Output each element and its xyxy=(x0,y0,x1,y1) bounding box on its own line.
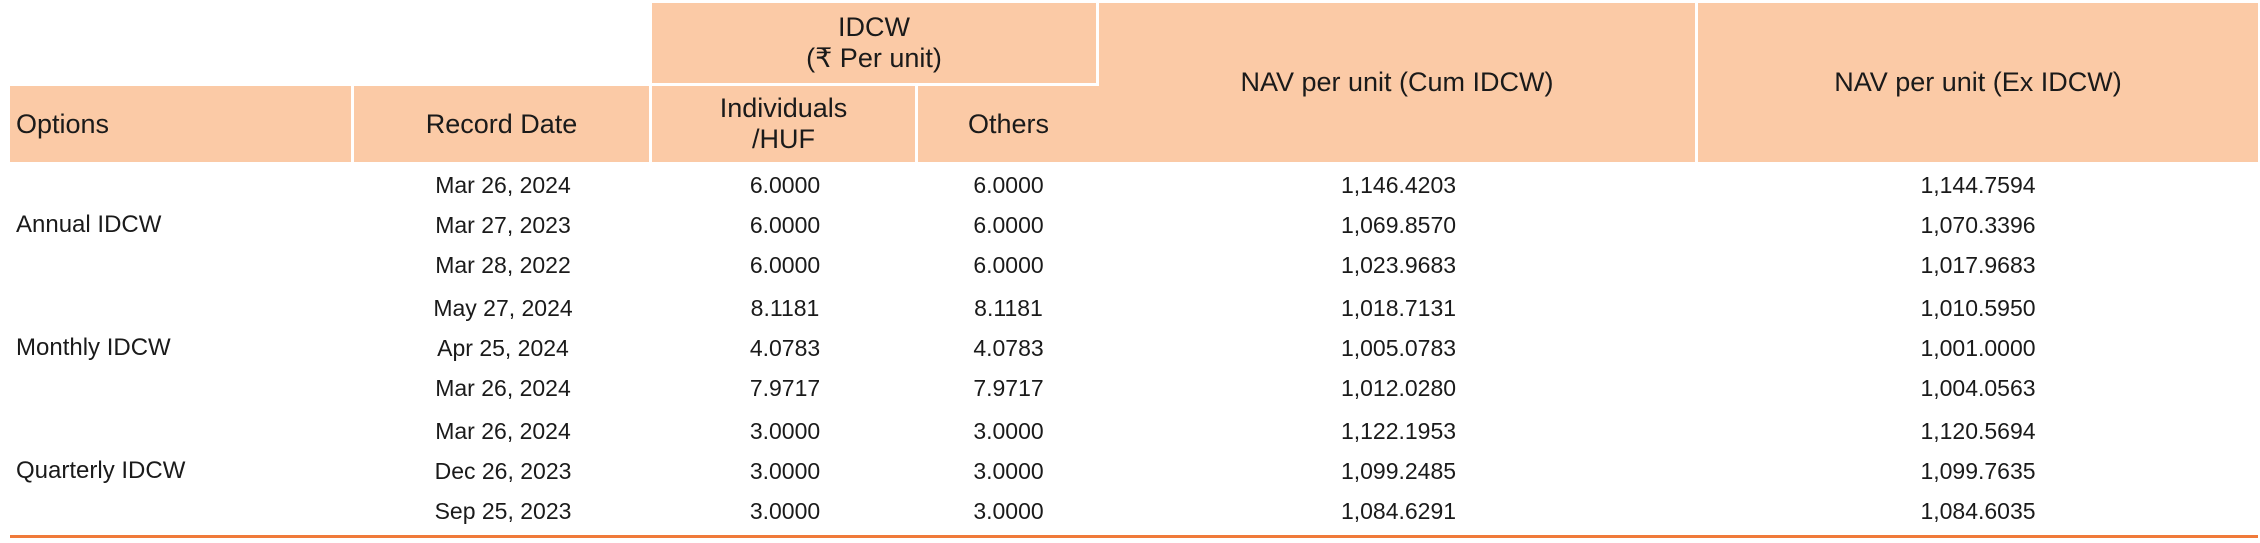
record-date-cell: Mar 27, 2023 xyxy=(435,211,571,238)
header-options: Options xyxy=(10,86,354,165)
others-cell: 6.0000 xyxy=(973,251,1044,278)
others-cell: 3.0000 xyxy=(973,497,1044,524)
others-cell: 6.0000 xyxy=(973,171,1044,198)
header-idcw-unit: (₹ Per unit) xyxy=(806,43,942,73)
nav-cum-cell: 1,122.1953 xyxy=(1340,417,1457,444)
record-date-cell: Mar 26, 2024 xyxy=(435,171,571,198)
header-nav-cum: NAV per unit (Cum IDCW) xyxy=(1099,3,1698,165)
nav-ex-cell: 1,004.0563 xyxy=(1920,374,2036,401)
nav-cum-cell: 1,012.0280 xyxy=(1340,374,1457,401)
individuals-cell: 3.0000 xyxy=(749,497,821,524)
header-blank xyxy=(10,3,652,86)
individuals-cell: 6.0000 xyxy=(749,251,821,278)
record-date-cell: Mar 26, 2024 xyxy=(435,417,571,444)
table-row: Quarterly IDCW Mar 26, 2024 3.0000 3.0000 1,… xyxy=(10,408,2258,485)
table-row: Sep 25, 2023 3.0000 3.0000 1,084.6291 1,084.… xyxy=(10,491,2258,531)
individuals-cell: 6.0000 xyxy=(749,211,821,238)
nav-ex-cell: 1,099.7635 xyxy=(1920,457,2036,484)
header-individuals: Individuals /HUF xyxy=(652,86,918,165)
header-record-date: Record Date xyxy=(354,86,652,165)
nav-cum-cell: 1,146.4203 xyxy=(1340,171,1457,198)
table-row: Apr 25, 2024 4.0783 4.0783 1,005.0783 1,001.… xyxy=(10,328,2258,368)
record-date-cell: Dec 26, 2023 xyxy=(434,457,572,484)
nav-ex-cell: 1,084.6035 xyxy=(1920,497,2036,524)
nav-cum-cell: 1,018.7131 xyxy=(1340,294,1457,321)
nav-ex-cell: 1,070.3396 xyxy=(1920,211,2036,238)
record-date-cell: Sep 25, 2023 xyxy=(434,497,572,524)
table-row: Monthly IDCW May 27, 2024 8.1181 8.1181 1,01… xyxy=(10,285,2258,362)
table-row: Dec 26, 2023 3.0000 3.0000 1,099.2485 1,099.… xyxy=(10,451,2258,491)
table-row: Mar 27, 2023 6.0000 6.0000 1,069.8570 1,070.… xyxy=(10,205,2258,245)
header-individuals-line2: /HUF xyxy=(752,124,815,154)
record-date-cell: Mar 26, 2024 xyxy=(435,374,571,401)
others-cell: 4.0783 xyxy=(973,334,1044,361)
individuals-cell: 3.0000 xyxy=(749,457,821,484)
header-individuals-line1: Individuals xyxy=(719,93,848,123)
nav-cum-cell: 1,023.9683 xyxy=(1340,251,1457,278)
table-bottom-rule xyxy=(10,535,2258,538)
others-cell: 8.1181 xyxy=(974,294,1043,321)
nav-ex-cell: 1,144.7594 xyxy=(1920,171,2036,198)
table-header: IDCW (₹ Per unit) NAV per unit (Cum IDCW… xyxy=(10,3,2258,165)
idcw-history-table: IDCW (₹ Per unit) NAV per unit (Cum IDCW… xyxy=(10,3,2258,531)
nav-cum-cell: 1,084.6291 xyxy=(1340,497,1457,524)
individuals-cell: 4.0783 xyxy=(749,334,821,361)
nav-cum-cell: 1,005.0783 xyxy=(1340,334,1457,361)
header-nav-ex: NAV per unit (Ex IDCW) xyxy=(1698,3,2258,165)
nav-cum-cell: 1,099.2485 xyxy=(1340,457,1457,484)
individuals-cell: 6.0000 xyxy=(749,171,821,198)
individuals-cell: 8.1181 xyxy=(750,294,820,321)
option-name: Annual IDCW xyxy=(16,211,162,238)
nav-ex-cell: 1,001.0000 xyxy=(1920,334,2036,361)
record-date-cell: Apr 25, 2024 xyxy=(437,334,569,361)
nav-ex-cell: 1,120.5694 xyxy=(1920,417,2036,444)
option-name: Quarterly IDCW xyxy=(16,457,186,484)
table-row: Mar 28, 2022 6.0000 6.0000 1,023.9683 1,017.… xyxy=(10,245,2258,285)
others-cell: 6.0000 xyxy=(973,211,1044,238)
individuals-cell: 7.9717 xyxy=(749,374,821,401)
header-idcw-label: IDCW xyxy=(838,12,910,42)
individuals-cell: 3.0000 xyxy=(749,417,821,444)
others-cell: 3.0000 xyxy=(973,417,1044,444)
others-cell: 3.0000 xyxy=(973,457,1044,484)
record-date-cell: Mar 28, 2022 xyxy=(435,251,571,278)
option-name: Monthly IDCW xyxy=(16,334,171,361)
nav-ex-cell: 1,017.9683 xyxy=(1920,251,2036,278)
nav-cum-cell: 1,069.8570 xyxy=(1340,211,1457,238)
table-row: Annual IDCW Mar 26, 2024 6.0000 6.0000 1,146… xyxy=(10,165,2258,239)
header-others: Others xyxy=(918,86,1099,165)
table-row: Mar 26, 2024 7.9717 7.9717 1,012.0280 1,004.… xyxy=(10,368,2258,408)
table-body: Annual IDCW Mar 26, 2024 6.0000 6.0000 1,146… xyxy=(10,165,2258,531)
nav-ex-cell: 1,010.5950 xyxy=(1920,294,2036,321)
header-idcw-group: IDCW (₹ Per unit) xyxy=(652,3,1099,86)
record-date-cell: May 27, 2024 xyxy=(433,294,573,321)
others-cell: 7.9717 xyxy=(973,374,1044,401)
